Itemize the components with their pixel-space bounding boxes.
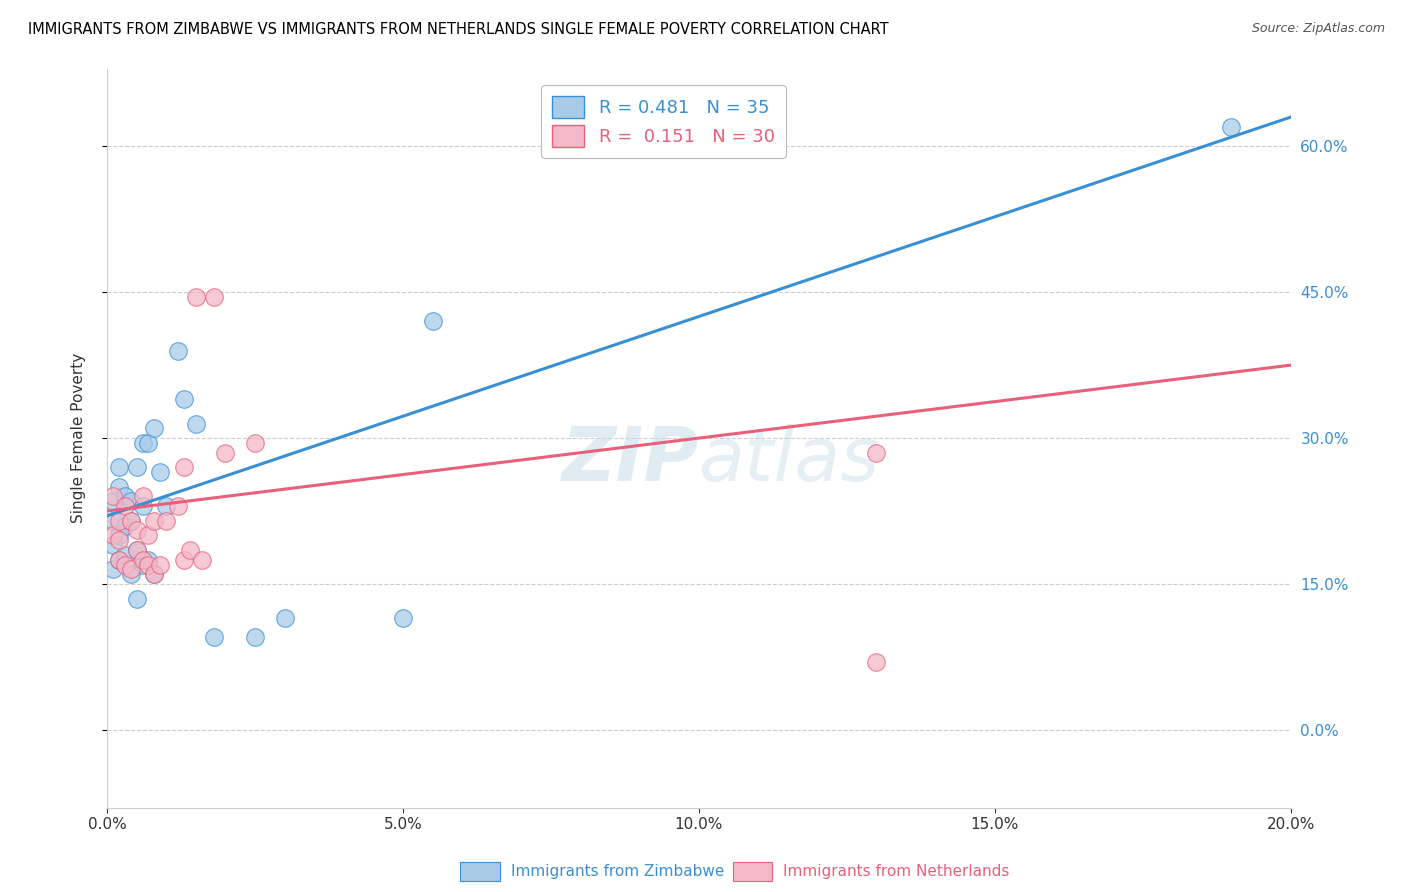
Point — [243, 436, 266, 450]
Text: ZIP: ZIP — [561, 424, 699, 497]
Point — [114, 548, 136, 562]
Text: atlas: atlas — [699, 425, 880, 496]
Point — [184, 417, 207, 431]
Point — [114, 499, 136, 513]
Point — [155, 499, 177, 513]
Point — [149, 558, 172, 572]
Point — [131, 499, 153, 513]
Point — [138, 528, 160, 542]
Point — [101, 514, 124, 528]
Point — [108, 533, 131, 548]
Text: Immigrants from Netherlands: Immigrants from Netherlands — [783, 864, 1010, 879]
Point — [120, 562, 142, 576]
Point — [125, 543, 148, 558]
Point — [125, 543, 148, 558]
Point — [125, 524, 148, 538]
Text: Source: ZipAtlas.com: Source: ZipAtlas.com — [1251, 22, 1385, 36]
Point — [108, 480, 131, 494]
Point — [173, 392, 195, 407]
Point — [131, 558, 153, 572]
Point — [114, 558, 136, 572]
Point — [120, 514, 142, 528]
Point — [173, 460, 195, 475]
Point — [101, 538, 124, 552]
Point — [108, 460, 131, 475]
Point — [190, 552, 212, 566]
Point — [114, 490, 136, 504]
Point — [392, 611, 415, 625]
Point — [143, 567, 166, 582]
Point — [865, 445, 887, 459]
Point — [108, 552, 131, 566]
Point — [131, 552, 153, 566]
Y-axis label: Single Female Poverty: Single Female Poverty — [72, 353, 86, 524]
Point — [143, 567, 166, 582]
Point — [131, 490, 153, 504]
Point — [108, 514, 131, 528]
Point — [149, 465, 172, 479]
Point — [101, 490, 124, 504]
Point — [202, 631, 225, 645]
Point — [167, 499, 190, 513]
Point — [138, 436, 160, 450]
Point — [865, 655, 887, 669]
Point — [143, 514, 166, 528]
Point — [173, 552, 195, 566]
Point — [120, 514, 142, 528]
Point — [108, 528, 131, 542]
Point — [101, 562, 124, 576]
Point — [101, 494, 124, 508]
Point — [155, 514, 177, 528]
Point — [179, 543, 201, 558]
Point — [167, 343, 190, 358]
Point — [125, 591, 148, 606]
Point — [214, 445, 236, 459]
Point — [1220, 120, 1243, 134]
Text: IMMIGRANTS FROM ZIMBABWE VS IMMIGRANTS FROM NETHERLANDS SINGLE FEMALE POVERTY CO: IMMIGRANTS FROM ZIMBABWE VS IMMIGRANTS F… — [28, 22, 889, 37]
Point — [138, 558, 160, 572]
Point — [138, 552, 160, 566]
Point — [101, 528, 124, 542]
Point — [202, 290, 225, 304]
Point — [143, 421, 166, 435]
Point — [243, 631, 266, 645]
Point — [108, 552, 131, 566]
Text: Immigrants from Zimbabwe: Immigrants from Zimbabwe — [512, 864, 724, 879]
Point — [131, 436, 153, 450]
Point — [114, 518, 136, 533]
Legend: R = 0.481   N = 35, R =  0.151   N = 30: R = 0.481 N = 35, R = 0.151 N = 30 — [541, 85, 786, 158]
Point — [273, 611, 295, 625]
Point — [120, 567, 142, 582]
Point — [125, 460, 148, 475]
Point — [184, 290, 207, 304]
Point — [120, 494, 142, 508]
Point — [422, 314, 444, 328]
